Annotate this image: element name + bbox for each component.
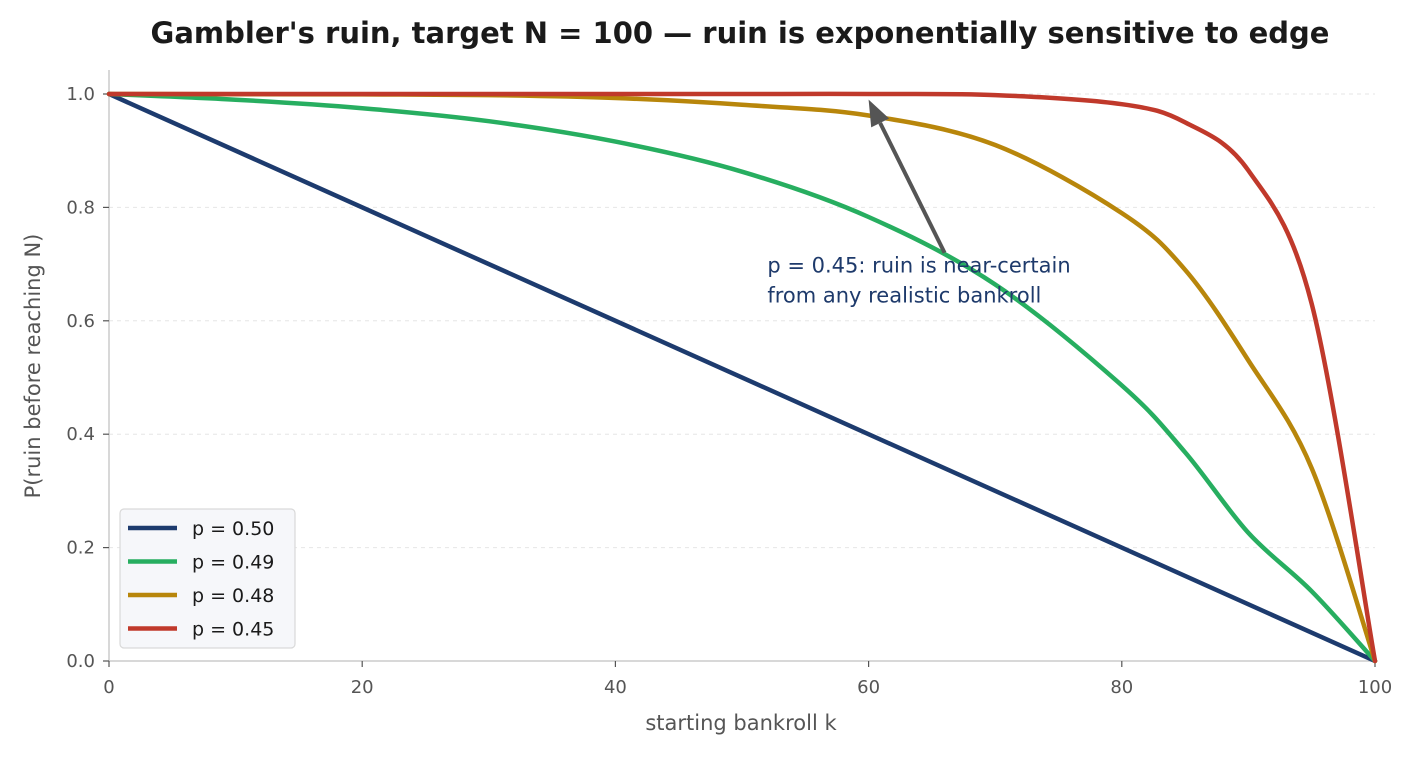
annotation-text-line-1: p = 0.45: ruin is near-certain — [767, 254, 1070, 278]
legend-label: p = 0.49 — [192, 552, 274, 574]
series-line-050 — [106, 91, 1378, 664]
chart-title: Gambler's ruin, target N = 100 — ruin is… — [151, 16, 1330, 50]
series-line-045 — [106, 91, 1378, 664]
y-tick-label: 1.0 — [66, 84, 95, 105]
x-tick-label: 60 — [857, 677, 880, 698]
legend-label: p = 0.50 — [192, 518, 274, 540]
legend-box — [119, 508, 296, 649]
annotation-arrow-head — [868, 99, 890, 128]
y-tick-label: 0.6 — [66, 311, 95, 332]
legend-label: p = 0.45 — [192, 619, 274, 641]
x-tick-label: 40 — [604, 677, 627, 698]
x-axis-label: starting bankroll k — [645, 711, 837, 735]
y-axis-label: P(ruin before reaching N) — [21, 234, 45, 499]
grid — [109, 93, 1375, 549]
x-tick-label: 100 — [1358, 677, 1392, 698]
legend: p = 0.50 p = 0.49 p = 0.48 p = 0.45 — [119, 508, 296, 649]
x-tick-label: 20 — [351, 677, 374, 698]
x-tick-label: 80 — [1110, 677, 1133, 698]
annotation: p = 0.45: ruin is near-certain from any … — [767, 99, 1071, 308]
legend-label: p = 0.48 — [192, 585, 274, 607]
annotation-arrow — [878, 122, 947, 254]
y-tick-label: 0.4 — [66, 424, 95, 445]
axes: 0 20 40 60 80 100 0.0 0.2 0.4 0.6 0.8 1.0 — [66, 70, 1392, 698]
x-tick-label: 0 — [103, 677, 114, 698]
series-group — [106, 91, 1378, 664]
series-line-049 — [106, 91, 1378, 664]
y-tick-label: 0.8 — [66, 197, 95, 218]
y-tick-label: 0.2 — [66, 538, 95, 559]
y-tick-label: 0.0 — [66, 651, 95, 672]
annotation-text-line-2: from any realistic bankroll — [767, 284, 1041, 308]
